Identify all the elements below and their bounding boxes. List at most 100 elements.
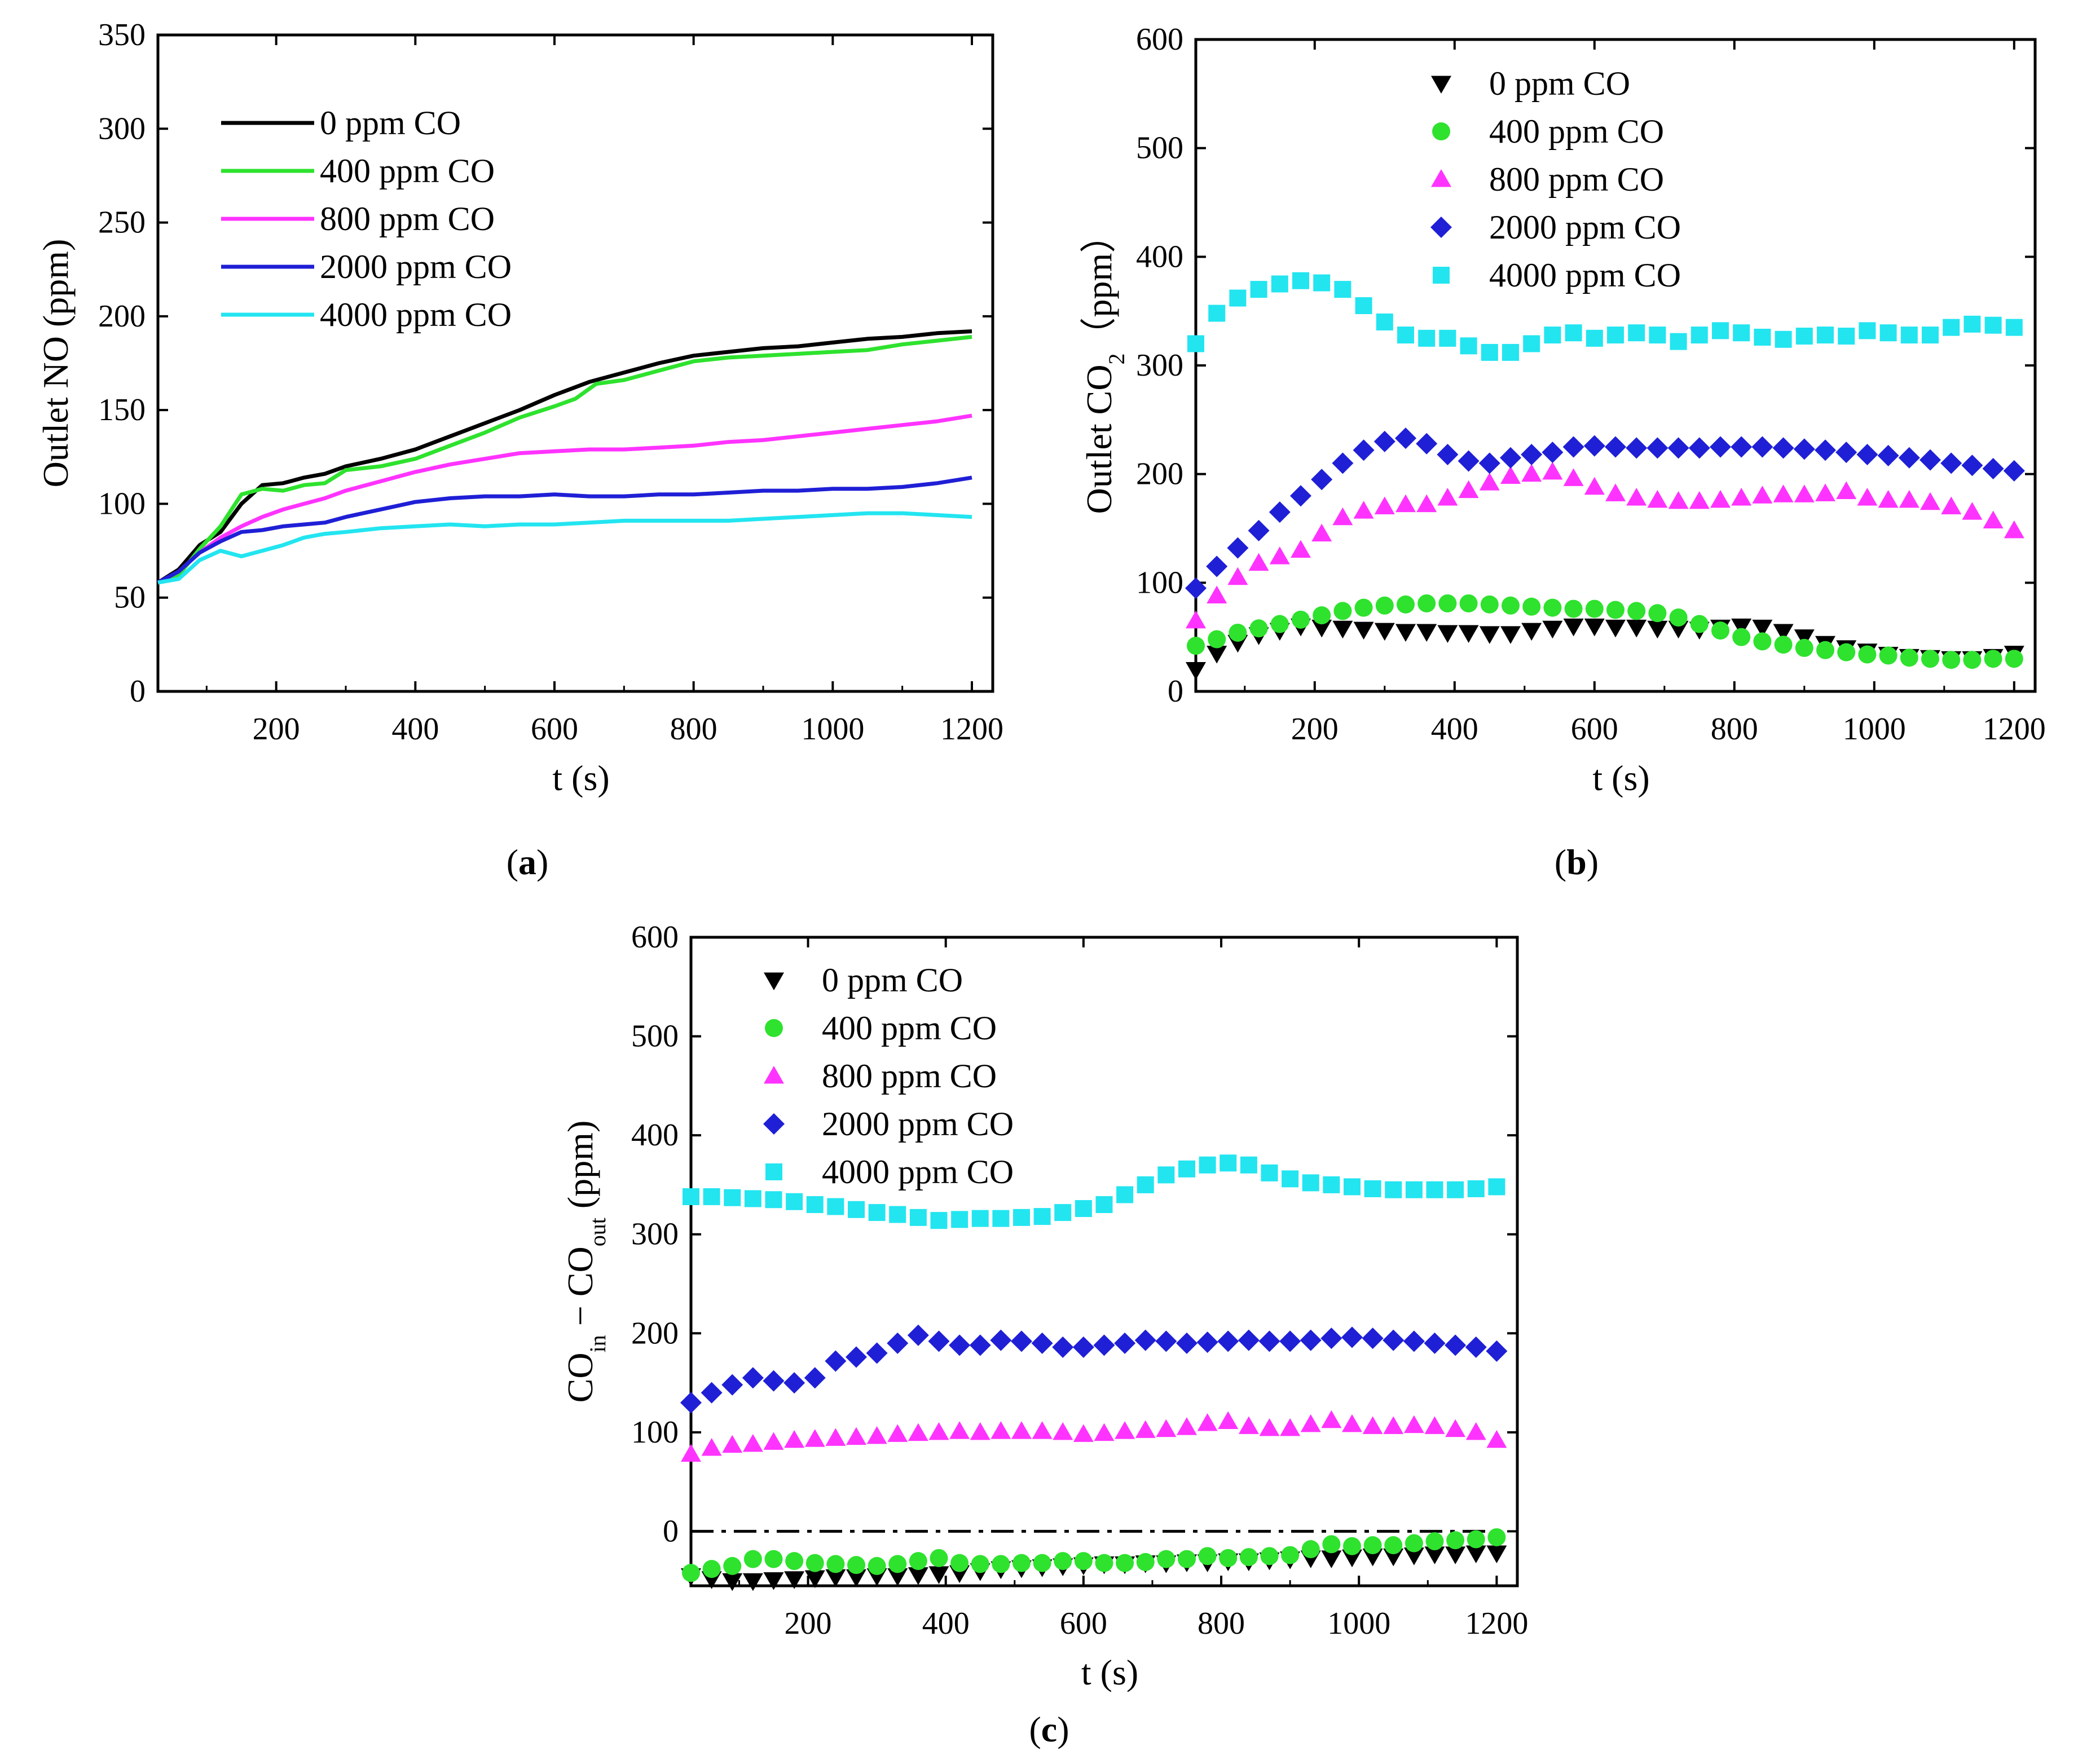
data-point	[950, 1554, 969, 1572]
data-point	[2004, 520, 2024, 539]
x-tick-label: 1000	[1327, 1606, 1390, 1641]
data-point	[908, 1567, 928, 1585]
data-point	[1522, 597, 1541, 616]
data-point	[1857, 488, 1878, 506]
legend: 0 ppm CO 400 ppm CO 800 ppm CO 2000 ppm CO 4…	[763, 962, 1014, 1190]
data-point	[1467, 1180, 1485, 1197]
data-point	[806, 1196, 824, 1214]
data-point	[1878, 489, 1899, 508]
data-point	[1467, 1530, 1485, 1549]
data-point	[1982, 458, 2004, 480]
data-point	[1032, 1421, 1053, 1439]
legend-marker	[764, 1066, 784, 1084]
data-point	[1795, 638, 1813, 657]
data-point	[1446, 1531, 1465, 1550]
y-tick-label: 200	[1136, 457, 1183, 492]
data-point	[703, 1188, 720, 1205]
data-point	[1794, 629, 1815, 647]
data-point	[1093, 1334, 1115, 1356]
data-point	[763, 1432, 784, 1450]
series-0-ppm-co	[1186, 618, 2024, 680]
data-point	[1217, 1330, 1239, 1352]
data-point	[1053, 1422, 1073, 1440]
data-point	[1899, 489, 1920, 508]
data-point	[1095, 1196, 1113, 1214]
legend-label: 0 ppm CO	[320, 104, 461, 142]
data-point	[825, 1350, 847, 1372]
data-point	[909, 1552, 927, 1571]
data-point	[1292, 272, 1309, 289]
legend-label: 400 ppm CO	[1489, 113, 1664, 150]
data-point	[1460, 337, 1477, 355]
data-point	[1239, 1548, 1258, 1567]
series-2000-ppm-co	[157, 475, 972, 585]
y-tick-label: 400	[631, 1118, 679, 1153]
data-point	[1238, 1329, 1260, 1351]
data-point	[1343, 1537, 1361, 1555]
y-tick-label: 100	[98, 486, 146, 521]
data-point	[1943, 319, 1960, 336]
data-point	[1500, 626, 1521, 644]
data-point	[928, 1566, 949, 1584]
data-point	[1229, 289, 1247, 307]
data-point	[846, 1569, 866, 1587]
y-tick-label: 0	[1168, 674, 1183, 709]
data-point	[1712, 322, 1729, 339]
data-point	[2005, 650, 2023, 668]
data-point	[888, 1555, 907, 1573]
x-tick-label: 200	[785, 1606, 832, 1641]
data-point	[1095, 1554, 1113, 1572]
data-point	[1879, 646, 1898, 665]
data-point	[1710, 436, 1731, 458]
y-tick-label: 500	[631, 1019, 679, 1054]
data-point	[1793, 438, 1815, 460]
data-point	[1240, 1156, 1257, 1174]
data-point	[1627, 602, 1646, 620]
data-point	[1668, 491, 1689, 509]
panel-label: (b)	[1555, 842, 1599, 882]
legend-marker	[1433, 267, 1450, 284]
data-point	[1374, 496, 1395, 514]
data-point	[1584, 618, 1605, 637]
data-point	[1320, 1328, 1342, 1350]
data-point	[1313, 274, 1331, 292]
data-point	[1940, 452, 1962, 474]
data-point	[1116, 1186, 1134, 1203]
data-point	[1290, 485, 1311, 507]
data-point	[825, 1428, 846, 1446]
data-point	[1488, 1178, 1505, 1196]
data-point	[1628, 324, 1645, 342]
data-point	[1584, 477, 1605, 495]
data-point	[868, 1556, 886, 1575]
data-point	[1562, 436, 1584, 458]
data-point	[1116, 1554, 1134, 1572]
data-point	[1605, 436, 1626, 458]
series-800-ppm-co	[1186, 461, 2024, 629]
data-point	[1281, 1546, 1300, 1564]
legend-marker	[1430, 217, 1452, 238]
data-point	[1521, 623, 1542, 641]
data-point	[1416, 494, 1437, 513]
data-point	[1362, 1548, 1383, 1567]
data-point	[1115, 1421, 1135, 1439]
x-tick-label: 200	[253, 712, 300, 747]
data-point	[1353, 621, 1374, 640]
data-point	[681, 1444, 701, 1462]
data-point	[1054, 1204, 1072, 1221]
data-point	[701, 1437, 722, 1456]
legend-label: 4000 ppm CO	[1489, 257, 1681, 294]
data-point	[1481, 343, 1498, 361]
data-point	[1835, 442, 1857, 464]
legend-marker	[1432, 122, 1450, 140]
data-point	[1227, 567, 1248, 585]
data-point	[1155, 1330, 1177, 1352]
data-point	[784, 1430, 805, 1448]
data-point	[1186, 662, 1206, 680]
data-point	[742, 1573, 763, 1591]
data-point	[1383, 1416, 1404, 1434]
data-point	[1302, 1174, 1319, 1192]
data-point	[909, 1209, 927, 1226]
y-tick-label: 300	[98, 111, 146, 146]
data-point	[1321, 1550, 1342, 1568]
data-point	[949, 1334, 971, 1356]
